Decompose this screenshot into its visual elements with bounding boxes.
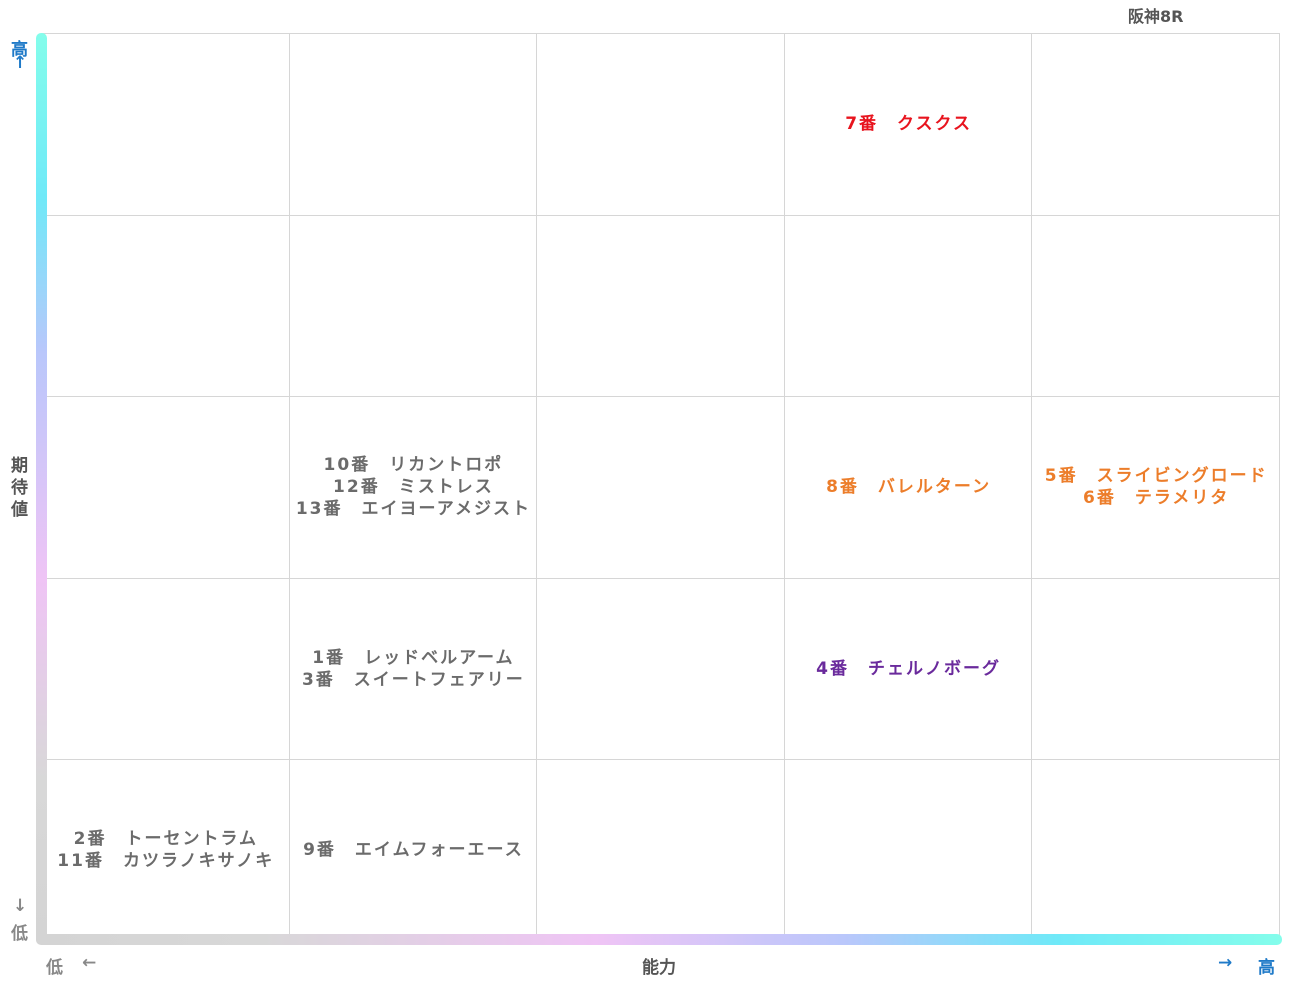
horse-entry: 2番 トーセントラム xyxy=(73,829,258,850)
grid-vline xyxy=(1279,33,1280,941)
chart-grid xyxy=(42,33,1280,941)
y-axis-bar xyxy=(36,33,47,944)
grid-vline xyxy=(784,33,785,941)
grid-vline xyxy=(289,33,290,941)
horse-entry: 4番 チェルノボーグ xyxy=(816,658,1002,679)
x-axis-bar xyxy=(36,934,1282,945)
horse-entry: 10番 リカントロポ xyxy=(323,455,504,475)
grid-cell-entries: 7番 クスクス xyxy=(785,113,1033,135)
grid-vline xyxy=(1031,33,1032,941)
grid-hline xyxy=(42,33,1280,34)
x-axis-high-arrow: → xyxy=(1218,953,1233,973)
horse-entry: 1番 レッドベルアーム xyxy=(312,647,515,668)
y-axis-low-label: 低 xyxy=(11,924,28,944)
grid-hline xyxy=(42,759,1280,760)
horse-entry: 5番 スライビングロード xyxy=(1044,466,1268,486)
horse-entry: 8番 バレルターン xyxy=(826,477,992,497)
grid-cell-entries: 1番 レッドベルアーム 3番 スイートフェアリー xyxy=(290,647,538,691)
grid-vline xyxy=(536,33,537,941)
grid-cell-entries: 2番 トーセントラム 11番 カツラノキサノキ xyxy=(42,828,290,872)
horse-entry: 7番 クスクス xyxy=(845,113,972,134)
horse-entry: 11番 カツラノキサノキ xyxy=(57,851,275,872)
x-axis-high-label: 高 xyxy=(1258,958,1275,978)
y-axis-high-label: 高 xyxy=(11,40,28,60)
grid-cell-entries: 5番 スライビングロード 6番 テラメリタ xyxy=(1032,465,1280,509)
grid-cell-entries: 10番 リカントロポ 12番 ミストレス 13番 エイヨーアメジスト xyxy=(290,454,538,520)
x-axis-low-label: 低 xyxy=(46,958,63,978)
grid-hline xyxy=(42,578,1280,579)
x-axis-low-arrow: ← xyxy=(82,953,97,973)
chart-title: 阪神8R xyxy=(1128,7,1184,26)
y-axis-label: 期待値 xyxy=(11,456,28,520)
horse-entry: 9番 エイムフォーエース xyxy=(303,840,524,861)
horse-entry: 13番 エイヨーアメジスト xyxy=(295,499,531,519)
grid-hline xyxy=(42,215,1280,216)
grid-cell-entries: 8番 バレルターン xyxy=(785,476,1033,498)
x-axis-label: 能力 xyxy=(642,958,676,978)
grid-cell-entries: 4番 チェルノボーグ xyxy=(785,658,1033,680)
horse-entry: 6番 テラメリタ xyxy=(1083,488,1230,508)
horse-entry: 3番 スイートフェアリー xyxy=(301,669,525,690)
y-axis-low-arrow: ↓ xyxy=(13,896,28,916)
grid-cell-entries: 9番 エイムフォーエース xyxy=(290,839,538,861)
grid-hline xyxy=(42,396,1280,397)
y-axis-high-arrow: ↑ xyxy=(13,53,28,73)
horse-entry: 12番 ミストレス xyxy=(333,477,494,497)
